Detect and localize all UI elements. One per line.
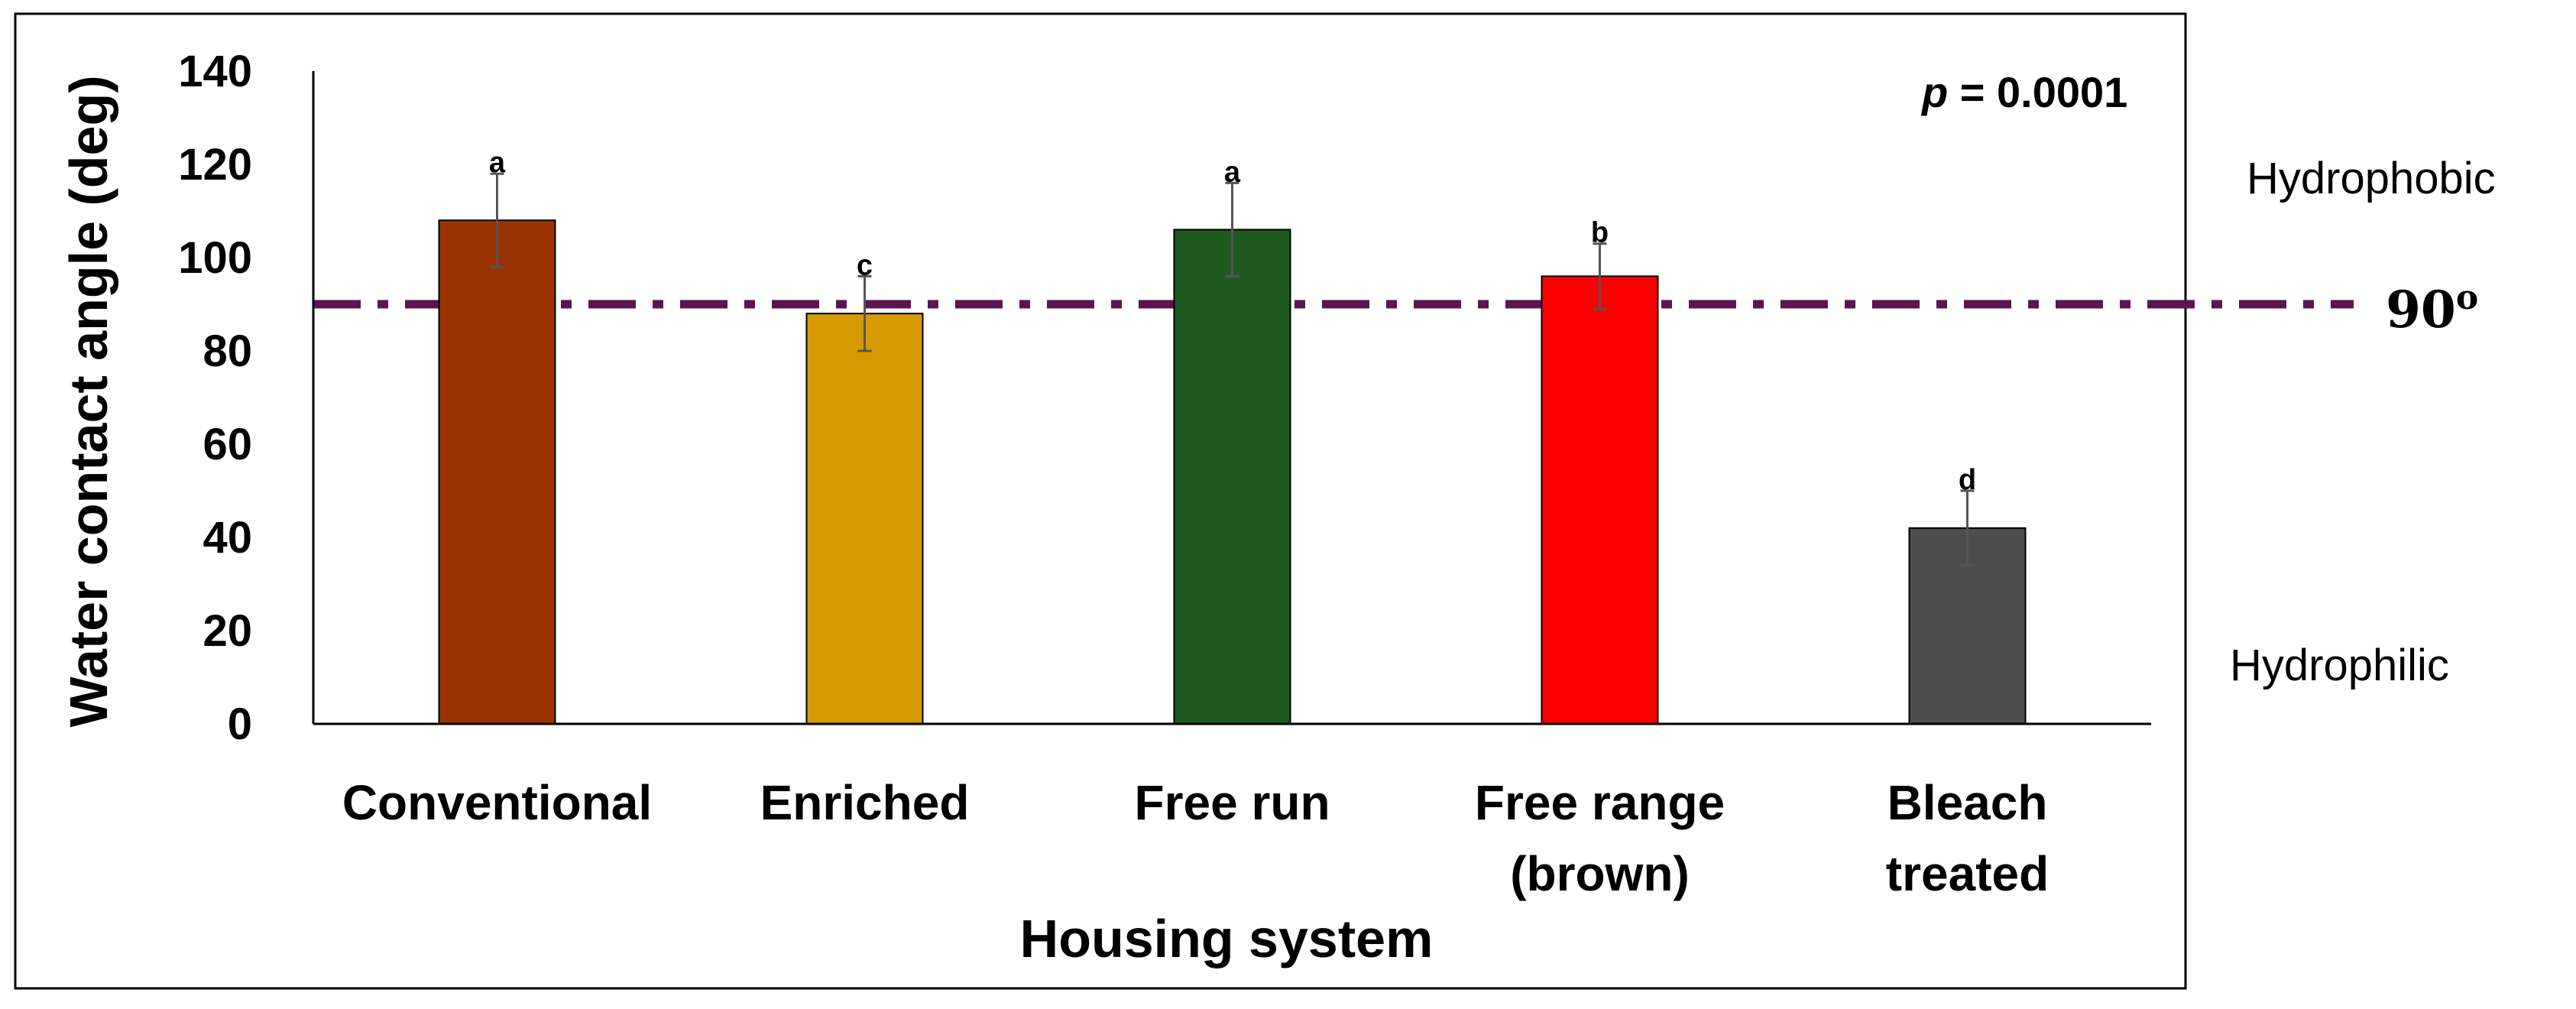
hydrophobic-label: Hydrophobic <box>2247 154 2496 203</box>
x-tick-label: (brown) <box>1510 846 1690 901</box>
bar <box>438 219 556 725</box>
x-tick-label: Bleach <box>1887 775 2048 830</box>
bar <box>1173 229 1291 725</box>
significance-letter: a <box>489 147 506 179</box>
x-tick-label: Enriched <box>760 775 970 830</box>
degree-symbol: o <box>2456 278 2478 317</box>
y-tick-label: 60 <box>203 420 252 469</box>
x-axis-title: Housing system <box>1020 909 1434 968</box>
x-tick-label: Free run <box>1134 775 1330 830</box>
y-tick-label: 40 <box>203 513 252 563</box>
significance-letter: b <box>1591 217 1609 249</box>
y-tick-label: 100 <box>178 233 252 283</box>
hydrophilic-label: Hydrophilic <box>2230 641 2449 690</box>
y-tick-label: 20 <box>203 606 252 656</box>
x-tick-label: Free range <box>1475 775 1725 830</box>
x-tick-label: Conventional <box>342 775 652 830</box>
p-value-annotation: p = 0.0001 <box>1920 68 2127 116</box>
y-tick-label: 0 <box>228 699 252 749</box>
reference-line-value: 90 <box>2386 280 2456 339</box>
significance-letter: c <box>857 249 873 281</box>
bar <box>1541 275 1659 725</box>
y-axis-title: Water contact angle (deg) <box>59 75 118 727</box>
y-tick-label: 80 <box>203 326 252 376</box>
p-value-text: = 0.0001 <box>1948 68 2127 116</box>
bar <box>805 313 924 725</box>
y-tick-label: 120 <box>178 140 252 190</box>
reference-line-label: 90o <box>2386 278 2478 339</box>
significance-letter: d <box>1959 464 1976 496</box>
x-tick-label: treated <box>1886 846 2049 901</box>
significance-letter: a <box>1224 156 1241 188</box>
chart-frame <box>14 12 2187 990</box>
y-tick-label: 140 <box>178 47 252 96</box>
p-value-symbol: p <box>1920 68 1948 116</box>
